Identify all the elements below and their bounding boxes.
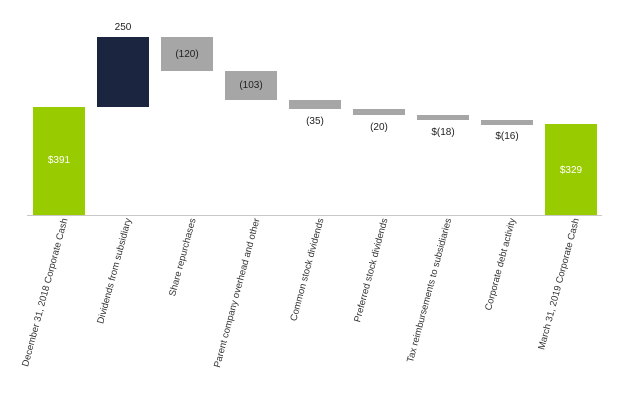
- value-label-corporate-debt-activity: $(16): [495, 131, 519, 142]
- bar-parent-company-overhead: [225, 71, 277, 100]
- bar-preferred-stock-dividends: [353, 109, 405, 115]
- bar-dec-2018-cash: [33, 107, 85, 215]
- value-label-common-stock-dividends: (35): [306, 116, 324, 127]
- bar-corporate-debt-activity: [481, 120, 533, 125]
- x-tick-label-corporate-debt-activity: Corporate debt activity: [483, 217, 519, 312]
- bar-tax-reimbursements: [417, 115, 469, 120]
- bar-dividends-from-subsidiary: [97, 37, 149, 107]
- value-label-preferred-stock-dividends: (20): [370, 122, 388, 133]
- x-tick-label-parent-company-overhead: Parent company overhead and other: [211, 217, 263, 369]
- x-tick-label-dividends-from-subsidiary: Dividends from subsidiary: [95, 217, 135, 325]
- value-label-share-repurchases: (120): [175, 49, 199, 60]
- value-label-dividends-from-subsidiary: 250: [114, 22, 132, 33]
- x-tick-label-common-stock-dividends: Common stock dividends: [288, 217, 327, 323]
- x-tick-label-dec-2018-cash: December 31, 2018 Corporate Cash: [20, 217, 71, 368]
- value-label-parent-company-overhead: (103): [239, 80, 263, 91]
- bar-share-repurchases: [161, 37, 213, 71]
- x-tick-label-tax-reimbursements: Tax reimbursements to subsidiaries: [405, 217, 455, 364]
- value-label-dec-2018-cash: $391: [47, 155, 71, 166]
- x-tick-label-mar-2019-cash: March 31, 2019 Corporate Cash: [536, 217, 583, 352]
- x-tick-label-share-repurchases: Share repurchases: [166, 217, 199, 298]
- value-label-tax-reimbursements: $(18): [431, 127, 455, 138]
- bar-common-stock-dividends: [289, 100, 341, 109]
- x-axis-line: [27, 215, 602, 216]
- value-label-mar-2019-cash: $329: [559, 165, 583, 176]
- x-tick-label-preferred-stock-dividends: Preferred stock dividends: [351, 217, 391, 324]
- bar-mar-2019-cash: [545, 124, 597, 215]
